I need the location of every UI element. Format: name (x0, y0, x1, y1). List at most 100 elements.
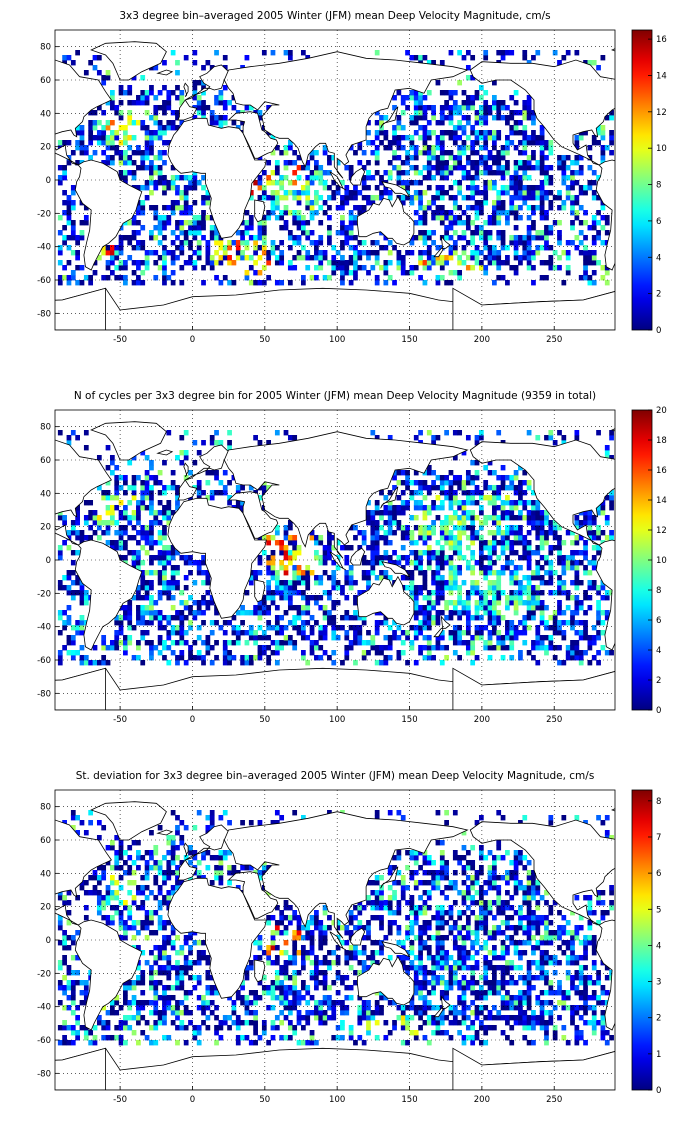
data-cell (123, 235, 128, 241)
data-cell (452, 250, 458, 256)
data-cell (279, 630, 285, 636)
data-cell (539, 605, 545, 611)
data-cell (409, 270, 415, 276)
data-cell (283, 590, 289, 596)
data-cell (413, 115, 419, 121)
data-cell (435, 190, 441, 196)
data-cell (361, 615, 367, 621)
data-cell (66, 275, 72, 281)
data-cell (548, 200, 554, 206)
data-cell (574, 155, 580, 161)
data-cell (170, 630, 176, 636)
data-cell (405, 555, 410, 561)
data-cell (292, 640, 298, 646)
data-cell (557, 220, 562, 226)
data-cell (253, 235, 258, 241)
data-cell (170, 1010, 176, 1016)
data-cell (518, 180, 523, 186)
data-cell (322, 560, 328, 566)
data-cell (474, 590, 480, 596)
data-cell (88, 535, 94, 541)
data-cell (526, 195, 532, 201)
data-cell (292, 195, 298, 201)
data-cell (474, 110, 480, 116)
data-cell (492, 160, 497, 166)
data-cell (461, 100, 467, 106)
data-cell (496, 515, 502, 521)
data-cell (422, 260, 428, 266)
data-cell (162, 125, 167, 131)
data-cell (596, 210, 601, 216)
data-cell (435, 135, 441, 141)
data-cell (513, 525, 519, 531)
data-cell (127, 85, 133, 91)
data-cell (340, 1005, 345, 1011)
data-cell (287, 560, 293, 566)
map-layer (55, 421, 615, 710)
data-cell (179, 240, 185, 246)
data-cell (513, 590, 519, 596)
data-cell (426, 650, 432, 656)
data-cell (505, 495, 510, 501)
data-cell (600, 205, 606, 211)
data-cell (539, 535, 545, 541)
data-cell (179, 590, 185, 596)
data-cell (470, 515, 476, 521)
data-cell (426, 130, 432, 136)
data-cell (452, 625, 458, 631)
data-cell (509, 540, 515, 546)
data-cell (144, 470, 150, 476)
data-cell (448, 255, 454, 261)
data-cell (283, 530, 289, 536)
data-cell (175, 95, 180, 101)
data-cell (400, 170, 406, 176)
data-cell (292, 160, 298, 166)
data-cell (505, 625, 510, 631)
data-cell (140, 1015, 146, 1021)
data-cell (444, 235, 449, 241)
data-cell (591, 530, 597, 536)
data-cell (57, 555, 63, 561)
data-cell (257, 645, 263, 651)
data-cell (418, 630, 423, 636)
data-cell (474, 625, 480, 631)
data-cell (235, 640, 241, 646)
data-cell (591, 560, 597, 566)
data-cell (439, 500, 445, 506)
data-cell (118, 175, 124, 181)
data-cell (587, 530, 593, 536)
data-cell (361, 620, 367, 626)
data-cell (331, 615, 337, 621)
data-cell (557, 580, 562, 586)
data-cell (492, 610, 497, 616)
data-cell (123, 505, 128, 511)
data-cell (426, 655, 432, 661)
data-cell (361, 205, 367, 211)
data-cell (561, 205, 567, 211)
data-cell (496, 255, 502, 261)
data-cell (201, 105, 206, 111)
data-cell (518, 215, 523, 221)
data-cell (509, 485, 515, 491)
data-cell (309, 530, 315, 536)
data-cell (383, 130, 389, 136)
grid-lines (55, 410, 615, 710)
data-cell (448, 520, 454, 526)
data-cell (413, 1030, 419, 1036)
data-cell (387, 175, 393, 181)
data-cell (435, 515, 441, 521)
data-cell (470, 180, 476, 186)
data-cell (144, 640, 150, 646)
data-cell (327, 1015, 332, 1021)
data-cell (522, 625, 528, 631)
data-cell (153, 600, 159, 606)
data-cell (144, 125, 150, 131)
panel-std-deviation: St. deviation for 3x3 degree bin–average… (0, 760, 696, 1140)
data-cell (344, 185, 350, 191)
data-cell (465, 610, 471, 616)
data-cell (409, 265, 415, 271)
data-cell (140, 585, 146, 591)
data-cell (513, 630, 519, 636)
data-cell (62, 60, 67, 66)
coastline (380, 106, 399, 129)
